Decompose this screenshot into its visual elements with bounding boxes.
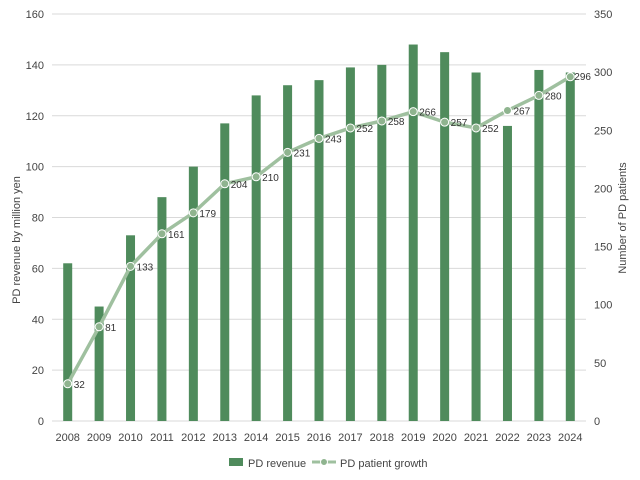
y2-tick-label: 200 bbox=[594, 183, 612, 195]
bar bbox=[471, 72, 481, 421]
line-data-label: 267 bbox=[513, 107, 530, 118]
line-point bbox=[502, 106, 512, 116]
line-data-label: 252 bbox=[356, 124, 373, 135]
y2-axis-title: Number of PD patients bbox=[617, 162, 629, 274]
line-data-label: 179 bbox=[199, 209, 216, 220]
x-tick-label: 2015 bbox=[275, 432, 299, 444]
line-point bbox=[188, 208, 198, 218]
x-tick-label: 2008 bbox=[55, 432, 79, 444]
bar bbox=[408, 44, 418, 422]
bar bbox=[157, 197, 167, 421]
line-point bbox=[126, 261, 136, 271]
line-point bbox=[534, 90, 544, 100]
line-data-label: 258 bbox=[388, 117, 405, 128]
y2-tick-label: 150 bbox=[594, 242, 612, 254]
y-tick-label: 20 bbox=[32, 365, 44, 377]
line-point bbox=[314, 133, 324, 143]
y2-tick-label: 350 bbox=[594, 9, 612, 21]
line-data-label: 243 bbox=[325, 134, 342, 145]
line-point bbox=[63, 379, 73, 389]
line-data-label: 32 bbox=[74, 380, 86, 391]
axes: 0204060801001201401600501001502002503003… bbox=[26, 9, 613, 444]
x-tick-label: 2016 bbox=[307, 432, 331, 444]
line-point bbox=[440, 117, 450, 127]
x-tick-label: 2018 bbox=[370, 432, 394, 444]
legend-line-marker bbox=[320, 458, 328, 466]
bar bbox=[314, 80, 324, 421]
x-tick-label: 2010 bbox=[118, 432, 142, 444]
line-series bbox=[63, 72, 575, 389]
line-point bbox=[157, 229, 167, 239]
line-data-label: 204 bbox=[231, 180, 248, 191]
y2-tick-label: 50 bbox=[594, 358, 606, 370]
y2-tick-label: 0 bbox=[594, 416, 600, 428]
bar bbox=[126, 235, 136, 421]
legend-line-label: PD patient growth bbox=[340, 458, 427, 470]
x-tick-label: 2012 bbox=[181, 432, 205, 444]
x-tick-label: 2014 bbox=[244, 432, 268, 444]
bar bbox=[502, 125, 512, 422]
x-tick-label: 2013 bbox=[213, 432, 237, 444]
line-data-label: 296 bbox=[574, 72, 591, 83]
y-tick-label: 100 bbox=[26, 162, 44, 174]
x-tick-label: 2020 bbox=[432, 432, 456, 444]
line-point bbox=[220, 179, 230, 189]
x-tick-label: 2017 bbox=[338, 432, 362, 444]
legend: PD revenue PD patient growth bbox=[229, 458, 427, 470]
y2-tick-label: 100 bbox=[594, 300, 612, 312]
line-point bbox=[471, 123, 481, 133]
x-tick-label: 2024 bbox=[558, 432, 582, 444]
bar bbox=[440, 52, 450, 421]
line-data-label: 210 bbox=[262, 173, 279, 184]
line-point bbox=[283, 147, 293, 157]
line-point bbox=[345, 123, 355, 133]
y-axis-title: PD revenue by million yen bbox=[11, 176, 23, 304]
bar bbox=[377, 64, 387, 421]
bar bbox=[283, 85, 293, 421]
bar bbox=[565, 72, 575, 421]
y-tick-label: 40 bbox=[32, 314, 44, 326]
y2-tick-label: 300 bbox=[594, 67, 612, 79]
line-data-label: 133 bbox=[137, 262, 154, 273]
line-point bbox=[251, 172, 261, 182]
line-data-label: 257 bbox=[451, 118, 468, 129]
bar bbox=[220, 123, 230, 421]
y-tick-label: 80 bbox=[32, 213, 44, 225]
y-tick-label: 120 bbox=[26, 111, 44, 123]
line-data-label: 161 bbox=[168, 230, 185, 241]
legend-bar-swatch bbox=[229, 458, 243, 466]
line-point bbox=[94, 322, 104, 332]
bar bbox=[94, 306, 104, 421]
x-tick-label: 2011 bbox=[150, 432, 174, 444]
line-point bbox=[565, 72, 575, 82]
line-data-label: 280 bbox=[545, 91, 562, 102]
x-tick-label: 2021 bbox=[464, 432, 488, 444]
bar-series bbox=[63, 44, 575, 422]
y-tick-label: 160 bbox=[26, 9, 44, 21]
y-tick-label: 0 bbox=[38, 416, 44, 428]
x-tick-label: 2009 bbox=[87, 432, 111, 444]
x-tick-label: 2022 bbox=[495, 432, 519, 444]
y2-tick-label: 250 bbox=[594, 125, 612, 137]
bar bbox=[251, 95, 261, 422]
y-tick-label: 60 bbox=[32, 263, 44, 275]
line-data-label: 266 bbox=[419, 108, 436, 119]
legend-bar-label: PD revenue bbox=[248, 458, 306, 470]
line-point bbox=[408, 107, 418, 117]
x-tick-label: 2019 bbox=[401, 432, 425, 444]
line-data-label: 252 bbox=[482, 124, 499, 135]
line-data-label: 231 bbox=[294, 148, 311, 159]
line-point bbox=[377, 116, 387, 126]
bar bbox=[534, 69, 544, 422]
y-tick-label: 140 bbox=[26, 60, 44, 72]
bar bbox=[63, 263, 73, 421]
line-data-labels: 32 81 133 161 179 204 210 231 243 252 258 266 257 252… bbox=[74, 72, 592, 391]
bar bbox=[188, 166, 198, 421]
x-tick-label: 2023 bbox=[527, 432, 551, 444]
bar bbox=[345, 67, 355, 421]
line-data-label: 81 bbox=[105, 323, 117, 334]
